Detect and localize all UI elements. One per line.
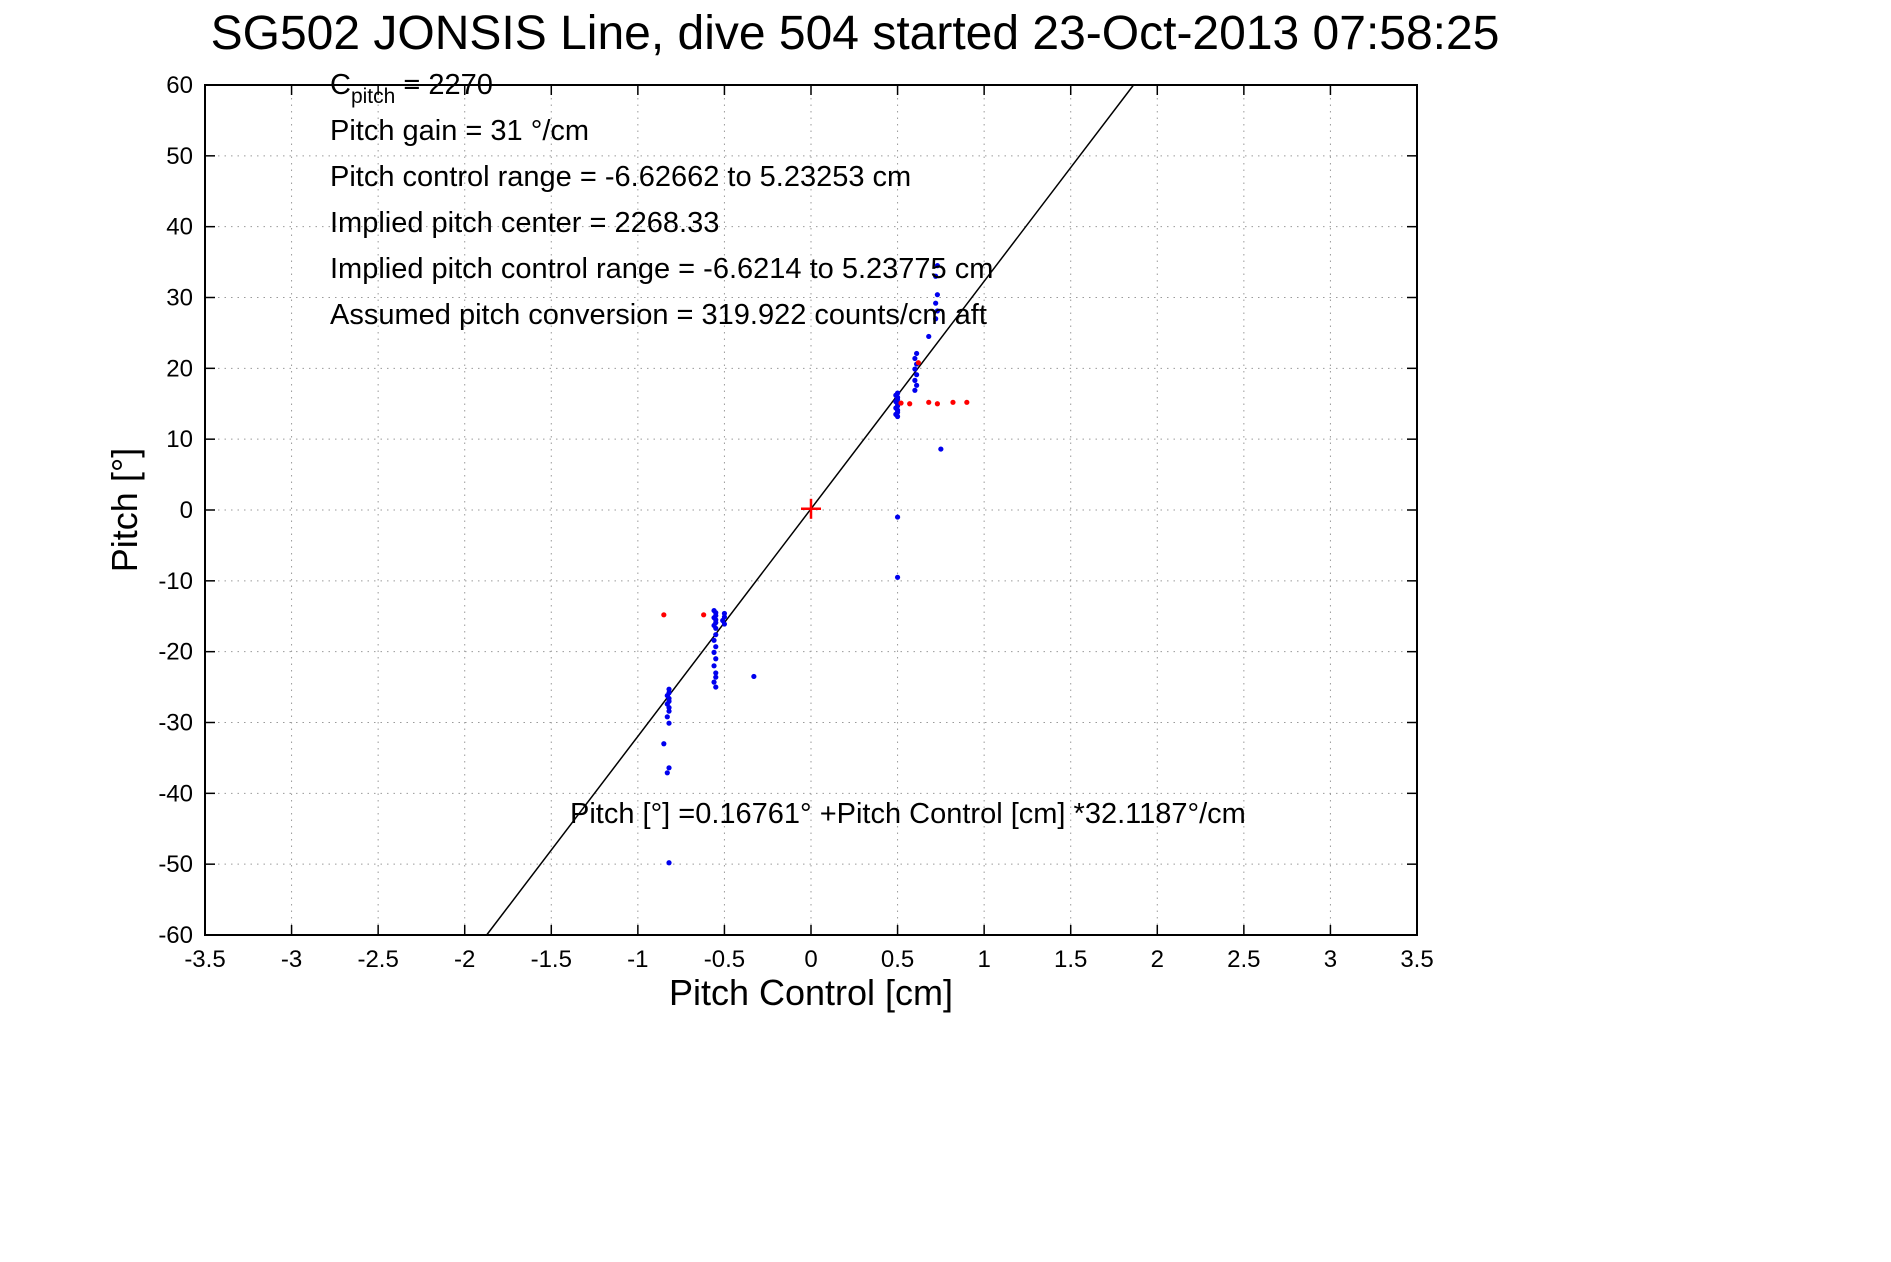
y-tick-label: 20 (166, 355, 193, 382)
x-tick-label: 0.5 (881, 946, 914, 973)
pitch-observations-point (713, 632, 719, 638)
y-tick-label: 30 (166, 285, 193, 312)
pitch-observations-point (664, 714, 670, 720)
x-tick-label: 1.5 (1054, 946, 1087, 973)
y-tick-label: -20 (158, 639, 193, 666)
pitch-observations-point (713, 674, 719, 680)
annotation-pitch-gain: Pitch gain = 31 °/cm (330, 115, 590, 147)
pitch-observations-point (666, 708, 672, 714)
y-tick-label: 50 (166, 143, 193, 170)
cpitch-value: = 2270 (395, 69, 493, 101)
x-tick-label: -1.5 (531, 946, 572, 973)
x-tick-label: -2 (454, 946, 475, 973)
pitch-observations-point (713, 684, 719, 690)
pitch-observations-point (912, 366, 918, 372)
pitch-observations-point (664, 770, 670, 776)
pitch-observations-point (933, 300, 939, 306)
x-axis-label: Pitch Control [cm] (668, 972, 954, 1013)
pitch-observations-point (914, 350, 920, 357)
pitch-observations-point (894, 514, 901, 520)
flagged-observations-point (964, 399, 970, 405)
cpitch-subscript: pitch (350, 85, 396, 108)
annotation-pitch-control-range: Pitch control range = -6.62662 to 5.2325… (330, 161, 912, 193)
x-tick-label: 1 (977, 946, 990, 973)
x-tick-label: 3.5 (1400, 946, 1433, 973)
pitch-observations-point (711, 637, 717, 643)
flagged-observations-point (898, 400, 904, 406)
pitch-observations-point (721, 621, 728, 627)
flagged-observations-point (934, 401, 940, 407)
y-tick-label: 10 (166, 426, 193, 453)
pitch-observations-point (661, 741, 667, 747)
pitch-observations-point (914, 382, 920, 388)
pitch-observations-point (926, 333, 932, 340)
annotation-implied-pitch-center: Implied pitch center = 2268.33 (330, 207, 720, 239)
y-tick-label: 0 (180, 497, 193, 524)
pitch-observations-point (933, 316, 939, 322)
x-tick-label: 0 (804, 946, 817, 973)
annotation-cpitch: Cpitch = 2270 (330, 62, 993, 108)
pitch-observations-point (912, 387, 918, 393)
fit-equation-text: Pitch [°] =0.16761° +Pitch Control [cm] … (570, 798, 1246, 830)
flagged-observations-point (950, 399, 956, 405)
flagged-observations-point (661, 612, 667, 618)
annotation-implied-pitch-control-range: Implied pitch control range = -6.6214 to… (330, 253, 994, 285)
cpitch-symbol: C (330, 69, 351, 101)
y-tick-label: -50 (158, 851, 193, 878)
y-tick-label: 40 (166, 214, 193, 241)
y-tick-label: -60 (158, 922, 193, 949)
pitch-observations-point (751, 673, 757, 680)
pitch-observations-point (713, 670, 719, 676)
y-tick-label: -10 (158, 568, 193, 595)
pitch-observations-point (934, 308, 940, 314)
x-tick-label: -1 (627, 946, 648, 973)
annotation-assumed-pitch-conversion: Assumed pitch conversion = 319.922 count… (330, 299, 987, 331)
pitch-observations-point (912, 355, 918, 362)
flagged-observations-point (701, 612, 707, 618)
annotation-block: Cpitch = 2270 Pitch gain = 31 °/cm Pitch… (330, 62, 993, 338)
pitch-observations-point (666, 765, 672, 771)
pitch-observations-point (713, 656, 719, 662)
pitch-observations-point (938, 446, 944, 452)
chart-title: SG502 JONSIS Line, dive 504 started 23-O… (210, 7, 1500, 60)
x-tick-label: 2.5 (1227, 946, 1260, 973)
x-tick-label: 2 (1151, 946, 1164, 973)
pitch-observations-point (711, 663, 717, 669)
x-tick-label: -3.5 (184, 946, 225, 973)
pitch-observations-point (934, 263, 940, 269)
y-tick-label: 60 (166, 72, 193, 99)
pitch-observations-point (894, 390, 901, 396)
flagged-observations-point (915, 360, 921, 366)
pitch-observations-point (894, 574, 901, 580)
x-tick-label: 3 (1324, 946, 1337, 973)
pitch-observations-point (934, 292, 940, 298)
pitch-observations-point (713, 644, 719, 650)
pitch-observations-point (666, 720, 672, 726)
pitch-observations-point (711, 679, 717, 685)
x-tick-label: -0.5 (704, 946, 745, 973)
x-tick-label: -2.5 (357, 946, 398, 973)
pitch-observations-point (666, 860, 672, 866)
flagged-observations-point (926, 399, 932, 405)
pitch-observations-point (933, 273, 939, 279)
pitch-observations-point (713, 625, 719, 631)
y-tick-label: -30 (158, 710, 193, 737)
pitch-observations-point (711, 649, 717, 655)
y-tick-label: -40 (158, 780, 193, 807)
pitch-observations-point (914, 372, 920, 378)
x-tick-label: -3 (281, 946, 302, 973)
flagged-observations-point (907, 401, 913, 407)
pitch-observations-point (912, 377, 918, 383)
